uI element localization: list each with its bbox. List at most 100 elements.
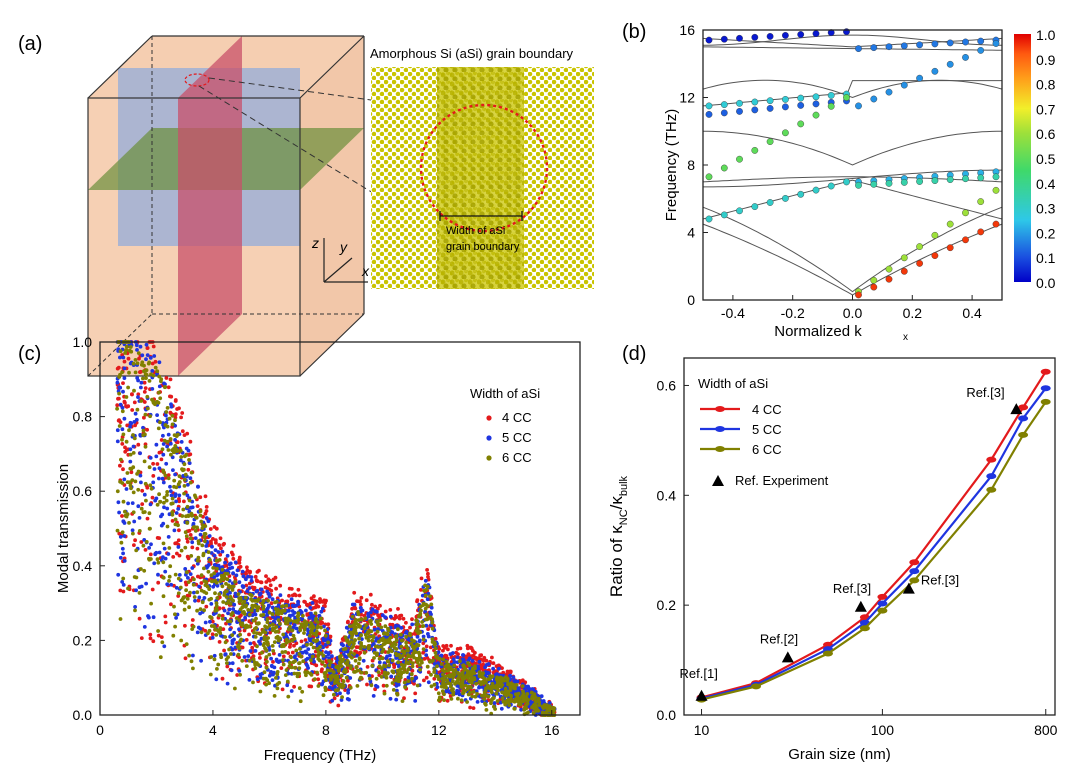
transmission-point [177,573,182,577]
transmission-point [323,633,328,638]
dispersion-curve [702,206,1003,293]
transmission-point [336,688,340,692]
transmission-point [436,661,440,665]
transmission-point [129,486,133,491]
transmission-point [470,659,475,663]
mode-point [751,33,759,41]
transmission-point [422,588,427,593]
transmission-point [394,697,399,702]
transmission-point [309,596,314,601]
transmission-point [176,576,181,581]
transmission-point [530,687,535,691]
transmission-point [230,641,235,646]
mode-point [900,81,908,89]
transmission-point [451,687,455,692]
mode-point [736,108,743,115]
transmission-point [183,530,188,535]
transmission-point [179,455,184,459]
transmission-point [516,687,521,692]
transmission-point [184,588,189,593]
transmission-point [384,640,388,645]
transmission-point [353,658,358,663]
transmission-point [397,616,402,621]
transmission-point [293,665,297,670]
transmission-point [437,695,442,700]
transmission-point [490,655,494,660]
transmission-point [504,700,509,705]
transmission-point [186,556,191,560]
transmission-point [142,459,147,464]
transmission-point [264,574,268,578]
transmission-point [173,412,178,417]
transmission-point [315,629,319,634]
transmission-point [525,701,530,706]
mode-point [827,182,835,190]
transmission-point [300,689,305,694]
transmission-point [186,576,190,580]
transmission-point [234,573,239,578]
transmission-point [504,692,509,697]
transmission-point [314,633,319,637]
y-tick-label: 0.4 [73,558,93,574]
transmission-point [219,655,224,660]
transmission-point [332,692,336,697]
mode-point [827,92,835,99]
transmission-point [388,635,393,640]
transmission-point [337,664,342,668]
transmission-point [118,385,123,390]
transmission-point [263,646,267,650]
transmission-point [180,411,185,415]
transmission-point [383,624,388,629]
transmission-point [169,582,174,587]
transmission-point [422,657,427,661]
panel-b-label: (b) [622,21,646,43]
transmission-point [356,612,361,617]
transmission-point [382,631,386,636]
transmission-point [379,675,384,679]
mode-point [962,54,969,61]
transmission-point [217,640,222,644]
transmission-point [143,432,147,437]
transmission-point [396,607,400,611]
legend-marker [486,435,492,441]
transmission-point [129,467,134,471]
transmission-point [443,653,448,658]
transmission-point [475,692,479,696]
y-tick-label: 0.2 [657,597,677,613]
transmission-point [428,594,432,599]
transmission-point [195,504,200,508]
transmission-point [240,602,245,606]
transmission-point [476,664,480,669]
transmission-point [321,645,325,650]
transmission-point [265,640,270,645]
transmission-point [283,650,288,654]
transmission-point [162,546,167,551]
transmission-point [163,620,168,625]
transmission-point [144,498,148,503]
transmission-point [117,424,122,428]
transmission-point [133,538,138,543]
transmission-point [291,633,296,638]
transmission-point [202,596,207,600]
mode-point [962,175,969,183]
transmission-point [401,665,406,670]
transmission-point [247,658,252,663]
transmission-point [140,502,145,506]
transmission-point [151,615,156,620]
transmission-point [139,636,144,640]
transmission-point [186,580,191,584]
transmission-point [465,643,470,648]
transmission-point [226,619,230,624]
transmission-point [396,624,401,629]
legend-marker [486,415,492,421]
transmission-point [160,512,165,517]
transmission-point [179,415,184,420]
transmission-point [192,590,196,595]
colorbar-tick-label: 0.8 [1036,77,1056,93]
transmission-point [430,637,435,641]
mode-point [885,88,893,96]
transmission-point [207,587,212,591]
transmission-point [163,556,168,561]
